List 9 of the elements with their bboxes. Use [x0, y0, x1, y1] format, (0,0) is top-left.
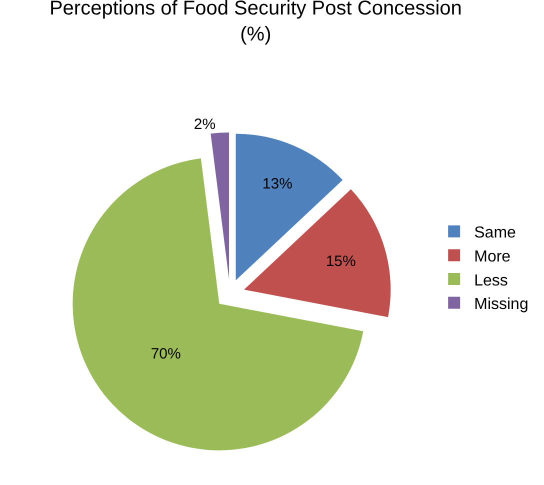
data-label: 2%: [194, 116, 216, 133]
data-label: 15%: [326, 253, 356, 270]
data-label: 13%: [262, 176, 292, 193]
legend-label: Less: [474, 272, 508, 290]
legend-label: Same: [474, 224, 516, 242]
data-label: 70%: [150, 345, 181, 362]
legend-label: More: [474, 248, 511, 266]
legend-label: Missing: [474, 296, 528, 314]
chart-title: Perceptions of Food Security Post Concession (%): [49, 0, 462, 46]
